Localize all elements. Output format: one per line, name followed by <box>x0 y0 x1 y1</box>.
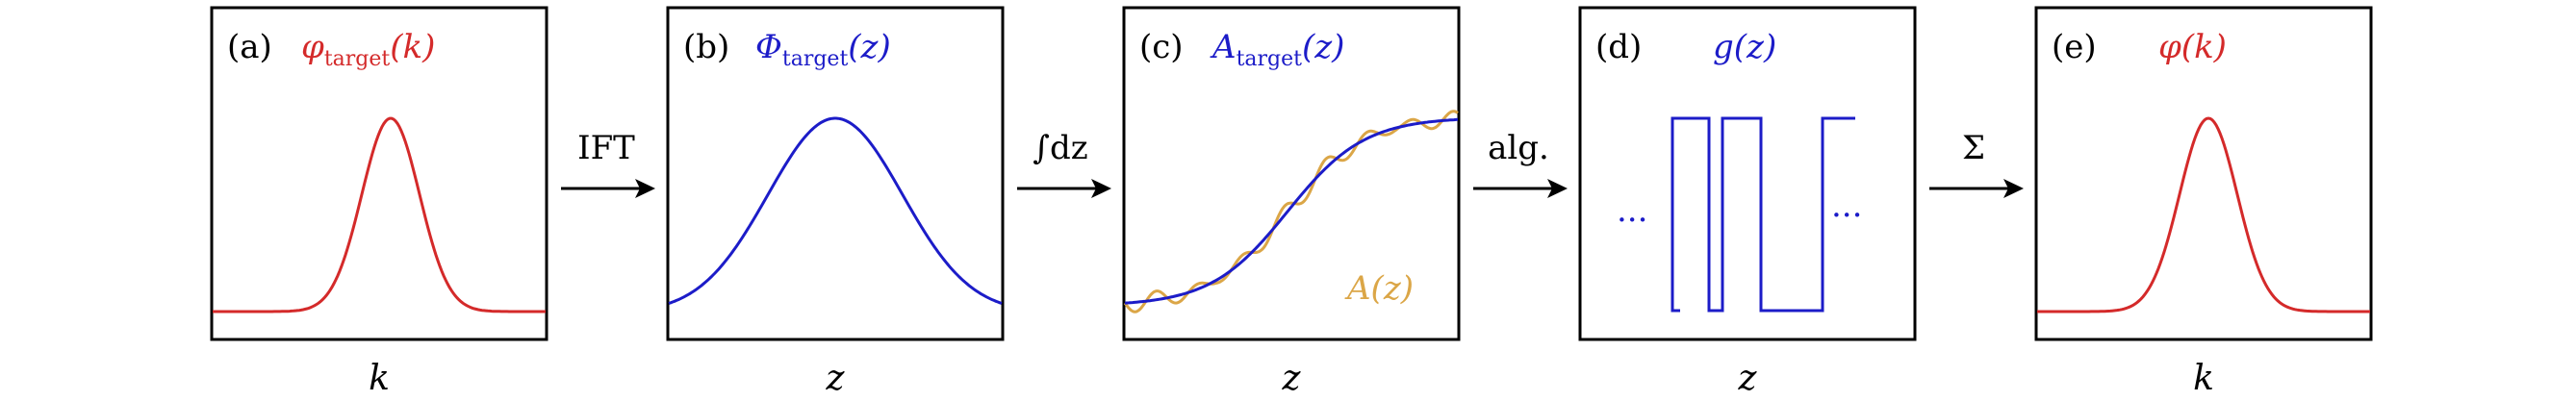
panel-c-xlabel: z <box>1282 359 1302 398</box>
panel-c: (c) Atarget(z) A(z) z <box>1122 6 1461 398</box>
panel-a-title: φtarget(k) <box>301 28 435 71</box>
panel-b-xlabel: z <box>826 359 846 398</box>
panel-a-frame <box>210 6 548 341</box>
panel-b-title-main: Φ <box>755 28 782 66</box>
panel-e-title: φ(k) <box>2158 28 2227 66</box>
panel-c-label: (c) <box>1139 28 1184 66</box>
arrow-ift-label: IFT <box>577 129 635 167</box>
panel-c-frame <box>1122 6 1461 341</box>
panel-a-label: (a) <box>227 28 272 66</box>
panel-a-xlabel: k <box>369 359 390 398</box>
arrow-integral-label: ∫dz <box>1033 129 1087 167</box>
panel-d-binary-waveform <box>1671 116 1855 313</box>
panel-d: (d) g(z) ... ... z <box>1578 6 1917 398</box>
arrow-ift: IFT <box>561 129 655 198</box>
panel-a: (a) φtarget(k) k <box>210 6 548 398</box>
panel-d-ellipsis-left: ... <box>1617 191 1647 230</box>
arrow-alg-head <box>1547 179 1568 198</box>
panel-c-title-main: A <box>1210 28 1237 66</box>
panel-b-label: (b) <box>683 28 729 66</box>
panel-d-label: (d) <box>1595 28 1642 66</box>
arrow-sum: Σ <box>1929 129 2024 198</box>
arrow-sum-head <box>2003 179 2024 198</box>
panel-d-frame <box>1578 6 1917 341</box>
panel-a-title-main: φ <box>301 28 324 66</box>
panel-c-title-sub: target <box>1237 47 1303 71</box>
panel-b-title: Φtarget(z) <box>755 28 891 71</box>
panel-a-gaussian-curve <box>213 116 546 313</box>
arrow-sum-label: Σ <box>1962 129 1985 167</box>
panel-e-label: (e) <box>2052 28 2097 66</box>
panel-d-xlabel: z <box>1738 359 1758 398</box>
panel-b-frame <box>666 6 1005 341</box>
panel-b-gaussian-curve <box>668 116 1003 305</box>
arrow-alg-label: alg. <box>1488 129 1549 167</box>
panel-a-title-arg: (k) <box>390 28 435 66</box>
panel-d-ellipsis-right: ... <box>1831 187 1862 225</box>
panel-b-title-arg: (z) <box>848 28 890 66</box>
arrow-alg: alg. <box>1473 129 1568 198</box>
panel-e-frame <box>2034 6 2373 341</box>
panel-e-gaussian-curve <box>2037 116 2370 313</box>
panel-c-inner-label: A(z) <box>1344 269 1414 308</box>
arrow-integral-head <box>1091 179 1111 198</box>
panel-e: (e) φ(k) k <box>2034 6 2373 398</box>
panel-c-sigmoid-curve <box>1124 117 1459 305</box>
panel-b-title-sub: target <box>782 47 849 71</box>
panel-e-xlabel: k <box>2193 359 2214 398</box>
arrow-ift-head <box>635 179 655 198</box>
panel-b: (b) Φtarget(z) z <box>666 6 1005 398</box>
panel-d-title: g(z) <box>1713 28 1776 66</box>
panel-c-title-arg: (z) <box>1302 28 1344 66</box>
arrow-integral: ∫dz <box>1017 129 1111 198</box>
panel-a-title-sub: target <box>324 47 391 71</box>
panel-c-title: Atarget(z) <box>1210 28 1344 71</box>
